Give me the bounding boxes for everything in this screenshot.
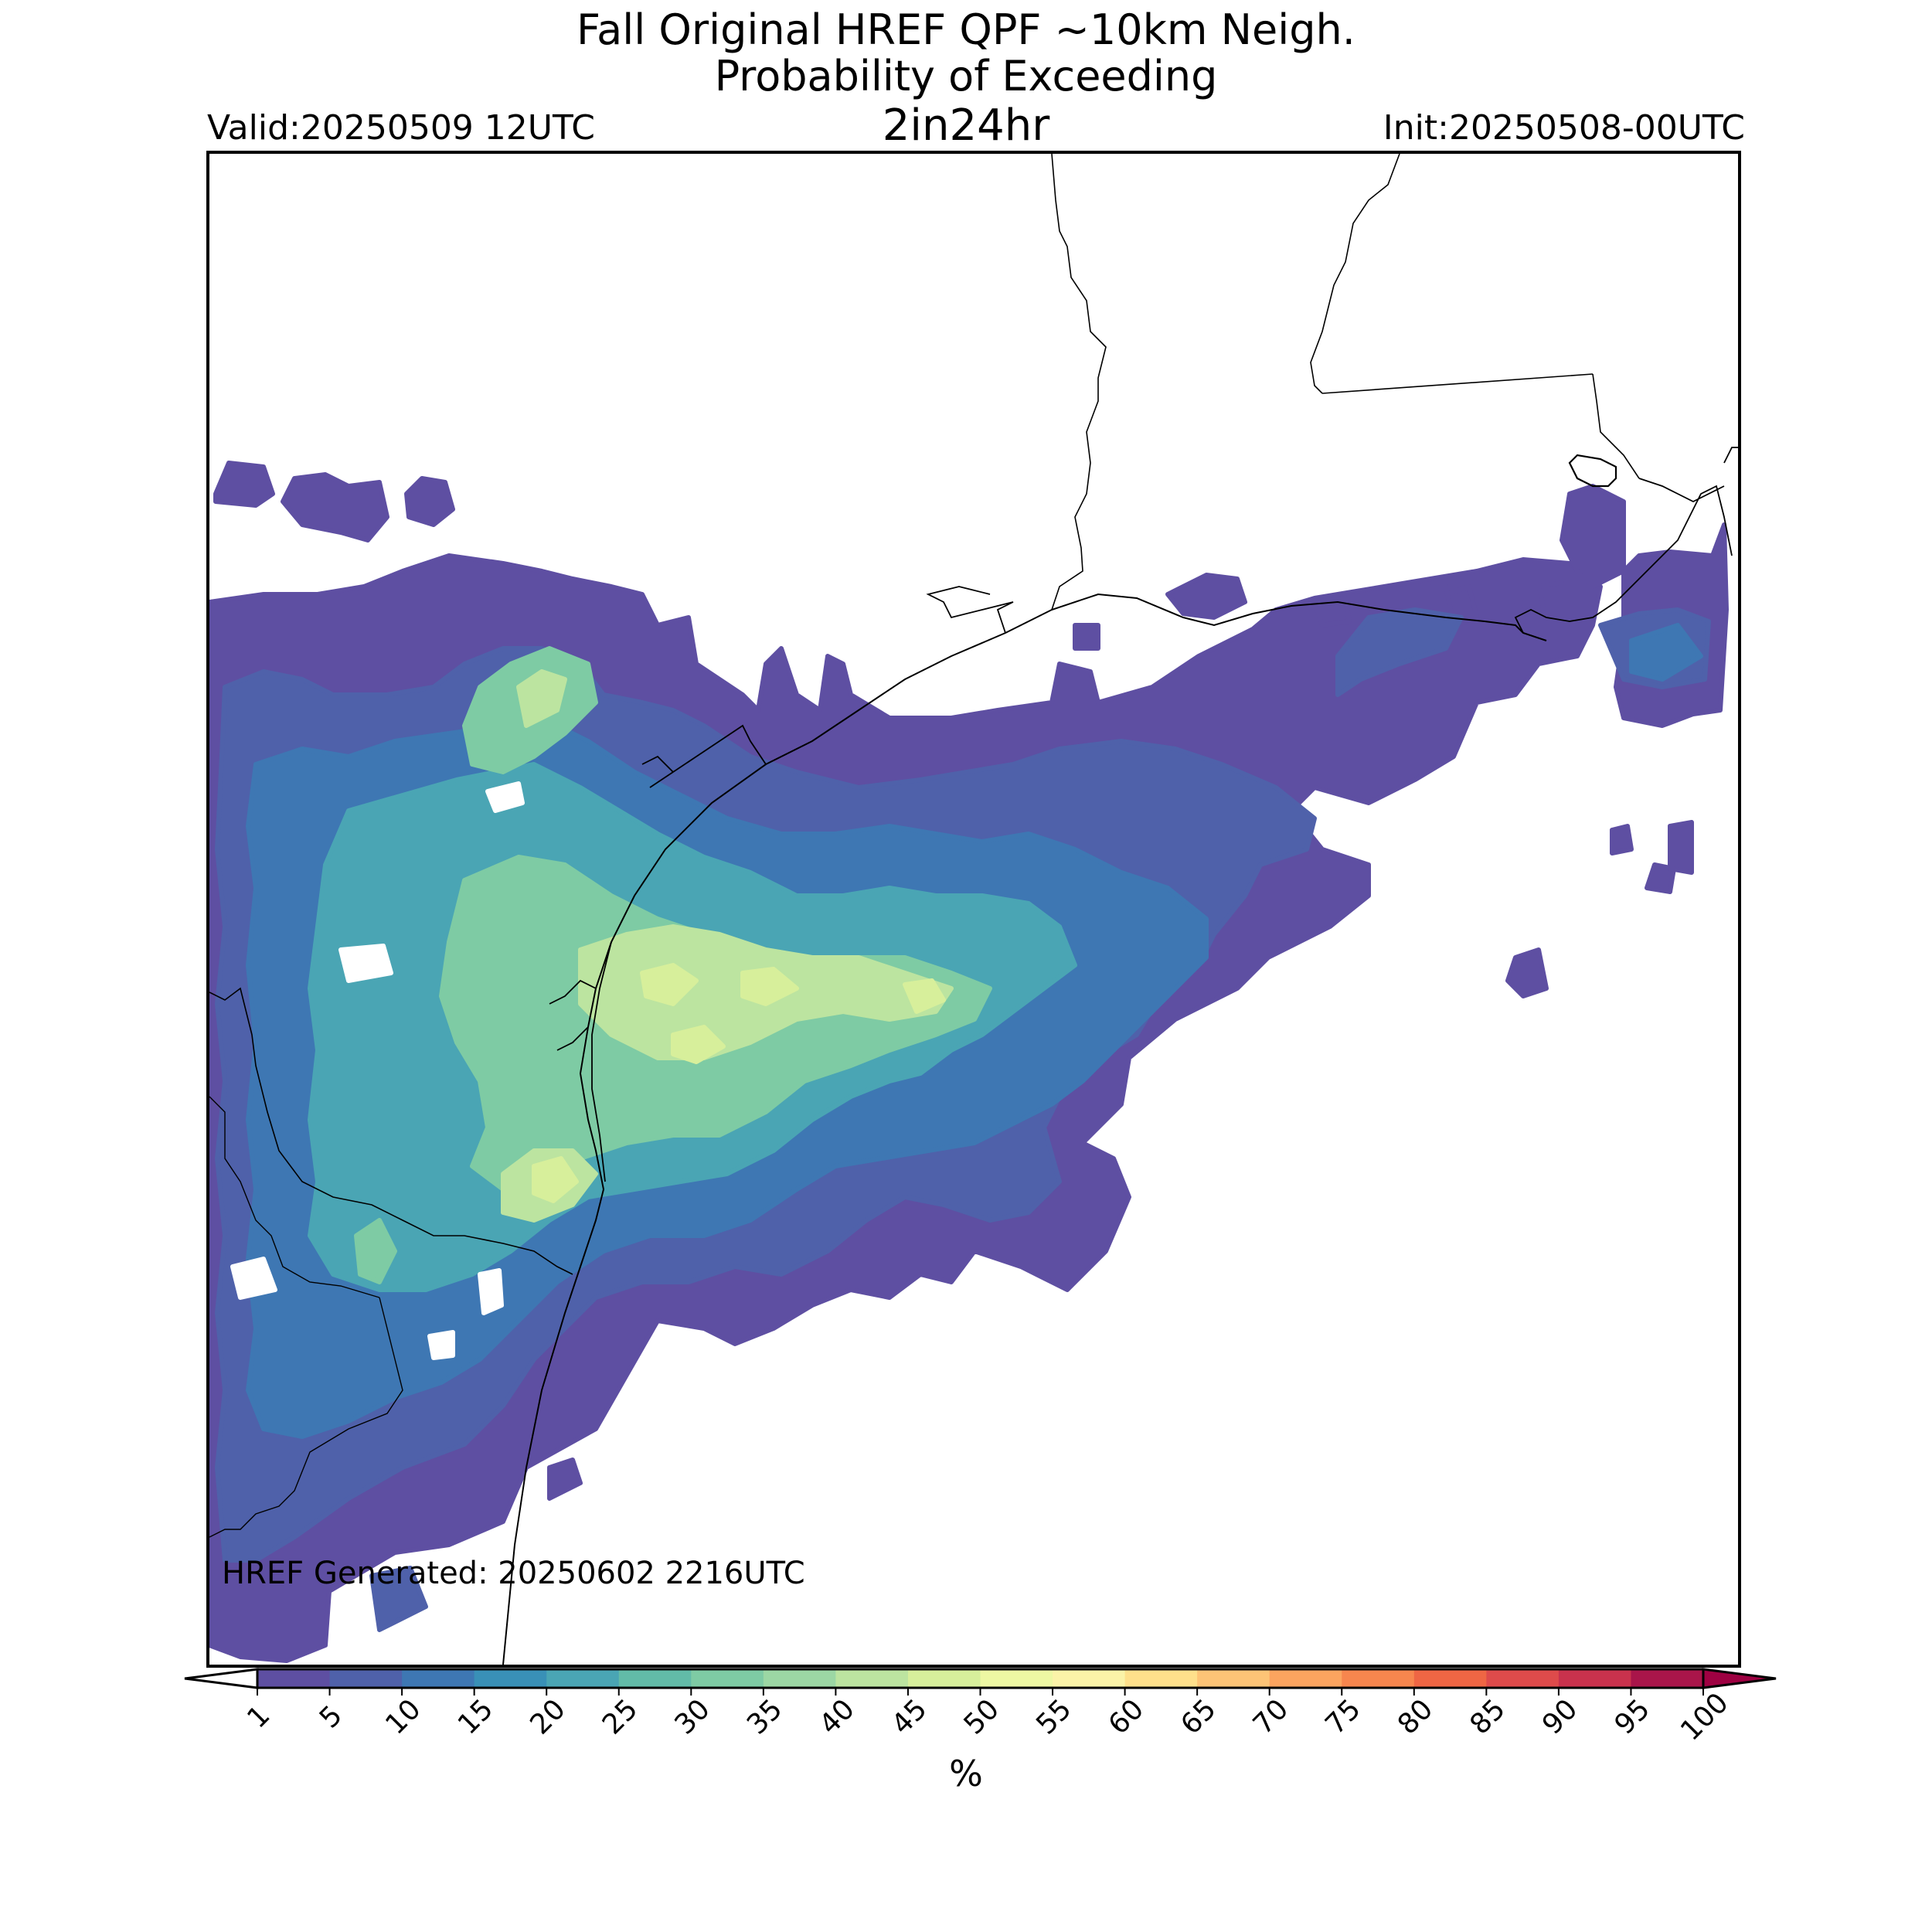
louisiana-delta-coast bbox=[1514, 447, 1738, 634]
colorbar-swatch bbox=[1197, 1669, 1270, 1688]
colorbar-unit: % bbox=[949, 1753, 983, 1794]
colorbar-swatch bbox=[1486, 1669, 1560, 1688]
colorbar-tick-label: 70 bbox=[1247, 1693, 1294, 1740]
colorbar-under-extension bbox=[184, 1668, 259, 1689]
colorbar-swatch bbox=[474, 1669, 547, 1688]
colorbar-swatch bbox=[1269, 1669, 1342, 1688]
colorbar-tick-label: 40 bbox=[814, 1693, 861, 1740]
colorbar-tick-label: 75 bbox=[1319, 1693, 1366, 1740]
colorbar-swatch bbox=[1342, 1669, 1415, 1688]
colorbar-swatch bbox=[1558, 1669, 1631, 1688]
probability-field bbox=[209, 461, 1729, 1663]
colorbar-tick-label: 60 bbox=[1103, 1693, 1150, 1740]
prob-band-45 bbox=[532, 963, 946, 1203]
texas-bays bbox=[549, 586, 1014, 1051]
colorbar-swatch bbox=[1413, 1669, 1487, 1688]
map-title-line3: 2in24hr bbox=[882, 100, 1050, 151]
colorbar-tick-label: 20 bbox=[524, 1693, 571, 1740]
colorbar-tick-label: 95 bbox=[1609, 1693, 1656, 1740]
colorbar-swatch bbox=[763, 1669, 836, 1688]
colorbar-tick-label: 35 bbox=[741, 1693, 788, 1740]
colorbar-tick-label: 55 bbox=[1030, 1693, 1077, 1740]
lake-pontchartrain bbox=[1568, 454, 1617, 488]
colorbar-over-extension bbox=[1702, 1668, 1777, 1689]
colorbar-tick-label: 90 bbox=[1536, 1693, 1583, 1740]
colorbar-swatch bbox=[402, 1669, 475, 1688]
tx-la-border bbox=[1051, 154, 1107, 611]
colorbar-swatch bbox=[907, 1669, 981, 1688]
rio-grande-border bbox=[209, 987, 573, 1275]
colorbar-swatch bbox=[691, 1669, 764, 1688]
colorbar-tick-label: 65 bbox=[1175, 1693, 1222, 1740]
valid-time-label: Valid:20250509 12UTC bbox=[207, 108, 596, 148]
colorbar-tick-label: 5 bbox=[314, 1699, 349, 1734]
init-time-label: Init:20250508-00UTC bbox=[1383, 108, 1745, 148]
colorbar-tick-label: 30 bbox=[668, 1693, 716, 1740]
colorbar-swatch bbox=[980, 1669, 1053, 1688]
colorbar-tick-label: 45 bbox=[886, 1693, 933, 1740]
colorbar-swatch bbox=[257, 1669, 331, 1688]
colorbar-swatch bbox=[329, 1669, 403, 1688]
colorbar-tick-label: 25 bbox=[597, 1693, 644, 1740]
barrier-islands bbox=[591, 941, 612, 1182]
colorbar-swatch bbox=[835, 1669, 909, 1688]
map-panel bbox=[206, 151, 1741, 1668]
colorbar-tick-label: 85 bbox=[1464, 1693, 1512, 1740]
coastline-borders bbox=[209, 154, 1738, 1665]
la-ms-border bbox=[1310, 154, 1640, 479]
colorbar-tick-label: 80 bbox=[1392, 1693, 1439, 1740]
probability-map bbox=[209, 154, 1738, 1665]
colorbar-tick-label: 15 bbox=[452, 1693, 499, 1740]
generated-timestamp: HREF Generated: 20250602 2216UTC bbox=[222, 1556, 805, 1591]
colorbar-tick-label: 1 bbox=[241, 1699, 276, 1734]
colorbar-swatch bbox=[1631, 1669, 1704, 1688]
mexico-state-border bbox=[209, 1096, 403, 1538]
colorbar: 1 5 10 15 20 25 30 35 40 45 50 55 60 65 70 75 80 85 90 95 10… bbox=[184, 1668, 1777, 1747]
field-gaps bbox=[230, 781, 525, 1360]
colorbar-swatch bbox=[1053, 1669, 1126, 1688]
colorbar-swatch bbox=[1124, 1669, 1198, 1688]
gulf-coastline bbox=[502, 593, 1547, 1665]
colorbar-tick-label: 10 bbox=[379, 1693, 427, 1740]
colorbar-swatch bbox=[546, 1669, 620, 1688]
colorbar-swatch bbox=[618, 1669, 692, 1688]
colorbar-tick-label: 50 bbox=[958, 1693, 1005, 1740]
map-title-line1: Fall Original HREF QPF ~10km Neigh. bbox=[577, 5, 1355, 54]
map-title-line2: Probability of Exceeding bbox=[714, 52, 1218, 100]
colorbar-tick-label: 100 bbox=[1675, 1687, 1735, 1747]
